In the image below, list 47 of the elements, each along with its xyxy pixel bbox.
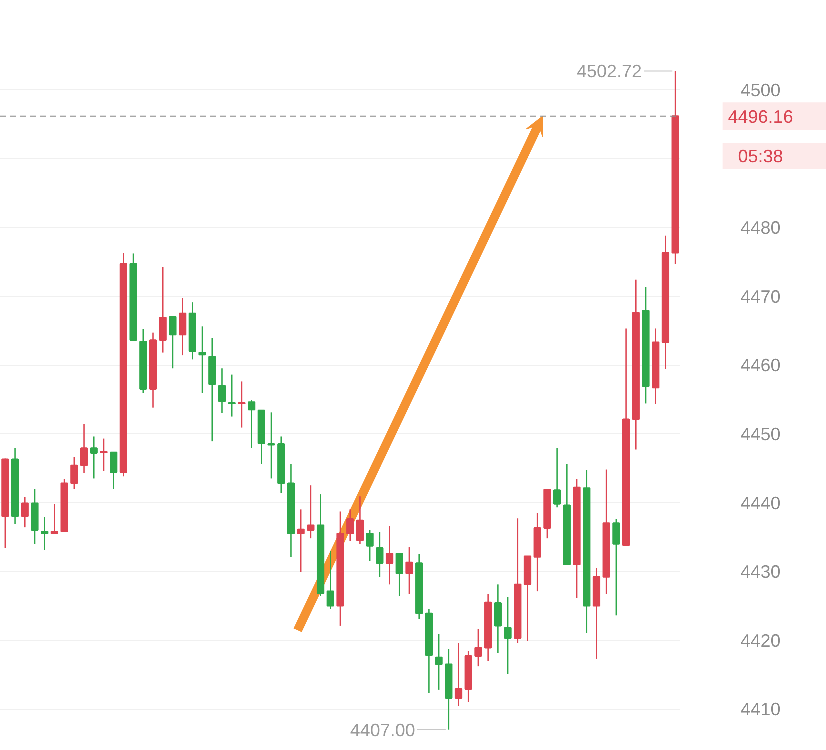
candlestick xyxy=(494,584,502,654)
candlestick xyxy=(435,634,443,691)
candlestick xyxy=(159,266,167,354)
y-tick-label: 4410 xyxy=(740,700,781,720)
candlestick xyxy=(70,456,78,490)
candlestick xyxy=(554,448,562,508)
candlestick xyxy=(110,452,118,490)
annotation: 4502.72 xyxy=(577,62,642,82)
y-tick-label: 4480 xyxy=(740,218,781,238)
y-tick-label: 4470 xyxy=(740,286,781,307)
annotation: 4407.00 xyxy=(350,720,416,740)
candlestick xyxy=(366,530,374,562)
candlestick xyxy=(198,326,206,394)
candlestick xyxy=(248,400,256,450)
candlestick xyxy=(504,596,512,675)
y-tick-label: 4460 xyxy=(740,356,781,376)
candlestick xyxy=(346,509,354,542)
candlestick xyxy=(41,516,49,551)
candlestick xyxy=(80,424,88,474)
candlestick xyxy=(238,381,246,428)
candlestick xyxy=(406,546,414,595)
candlestick xyxy=(268,412,276,480)
candlestick xyxy=(169,316,177,370)
candlestick xyxy=(179,298,187,356)
y-tick-label: 4440 xyxy=(740,493,781,514)
candlestick xyxy=(90,436,98,480)
candlestick xyxy=(326,550,334,610)
candlestick xyxy=(297,509,305,573)
candlestick xyxy=(228,374,236,418)
candlestick xyxy=(50,504,59,536)
ref-line-label: 4496.16 xyxy=(728,106,794,127)
candlestick xyxy=(474,628,482,668)
candlestick xyxy=(356,496,364,545)
candlestick xyxy=(100,438,108,472)
candlestick xyxy=(307,484,315,540)
text: 05:38 xyxy=(738,146,784,166)
candlestick xyxy=(612,518,620,616)
y-tick-label: 4500 xyxy=(740,80,781,100)
candlestick xyxy=(396,552,404,598)
candlestick xyxy=(386,526,394,586)
candlestick xyxy=(376,532,384,578)
candlestick xyxy=(21,496,29,528)
y-tick-label: 4420 xyxy=(740,630,781,651)
candlestick xyxy=(218,368,226,414)
candlestick xyxy=(454,642,463,708)
y-tick-label: 4430 xyxy=(740,562,781,582)
y-tick-label: 4450 xyxy=(740,424,781,444)
